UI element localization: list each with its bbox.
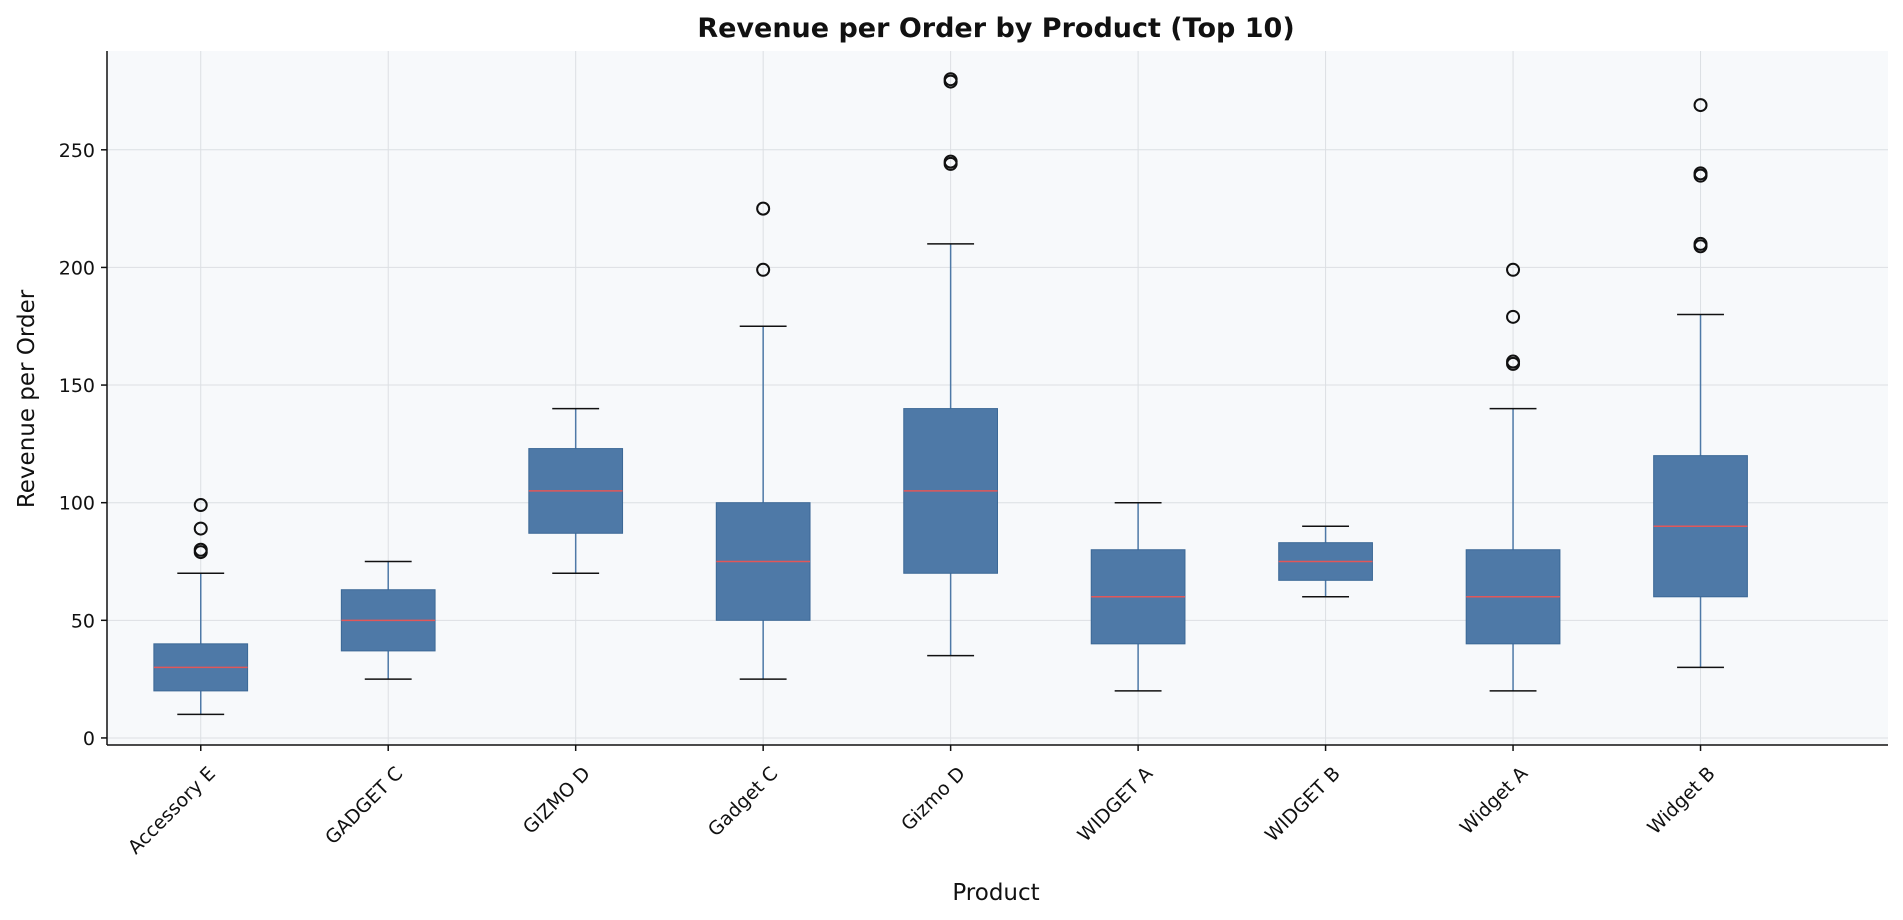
box-widget-a — [1465, 262, 1561, 692]
x-tick-label: Widget A — [1456, 763, 1532, 839]
x-tick-label: Gadget C — [704, 763, 782, 841]
x-tick-label: Gizmo D — [897, 763, 970, 836]
outlier-point — [1506, 354, 1521, 369]
y-tick-label: 50 — [71, 610, 95, 632]
outlier-point — [1693, 98, 1708, 113]
x-tick-label: Widget B — [1643, 763, 1719, 839]
y-tick-label: 250 — [59, 140, 95, 162]
y-axis-label: Revenue per Order — [14, 289, 40, 508]
box-gadget-c — [340, 560, 436, 680]
box-widget-b — [1278, 525, 1373, 598]
outlier-point — [756, 262, 771, 277]
outlier-point — [193, 498, 208, 513]
x-axis-ticks: Accessory E GADGET C GIZMO D Gadget C Gizmo … — [124, 745, 1720, 859]
box-series — [153, 72, 1748, 716]
outlier-point — [1506, 262, 1521, 277]
box-widget-b — [1653, 98, 1748, 669]
outlier-point — [756, 201, 771, 216]
box-widget-a — [1090, 501, 1186, 692]
x-axis-label: Product — [952, 880, 1039, 906]
x-tick-label: Accessory E — [124, 763, 220, 859]
y-tick-label: 100 — [59, 493, 95, 515]
box-gizmo-d — [903, 72, 999, 657]
x-tick-label: WIDGET B — [1261, 763, 1345, 847]
outlier-point — [193, 521, 208, 536]
x-tick-label: GIZMO D — [519, 763, 595, 839]
outlier-point — [1506, 309, 1521, 324]
box-accessory-e — [153, 498, 249, 716]
outlier-point — [1693, 166, 1708, 181]
outlier-point — [193, 542, 208, 557]
outlier-point — [943, 72, 958, 87]
outlier-point — [1693, 236, 1708, 251]
box-gizmo-d — [528, 407, 624, 575]
chart-title: Revenue per Order by Product (Top 10) — [697, 13, 1294, 44]
y-tick-label: 200 — [59, 257, 95, 279]
box-gadget-c — [715, 201, 811, 680]
outlier-point — [943, 154, 958, 169]
x-tick-label: WIDGET A — [1074, 763, 1158, 847]
y-tick-label: 0 — [83, 728, 95, 750]
x-tick-label: GADGET C — [321, 763, 407, 849]
y-tick-label: 150 — [59, 375, 95, 397]
y-axis-ticks: 0 50 100 150 200 250 — [59, 140, 107, 750]
axes — [106, 51, 1888, 746]
